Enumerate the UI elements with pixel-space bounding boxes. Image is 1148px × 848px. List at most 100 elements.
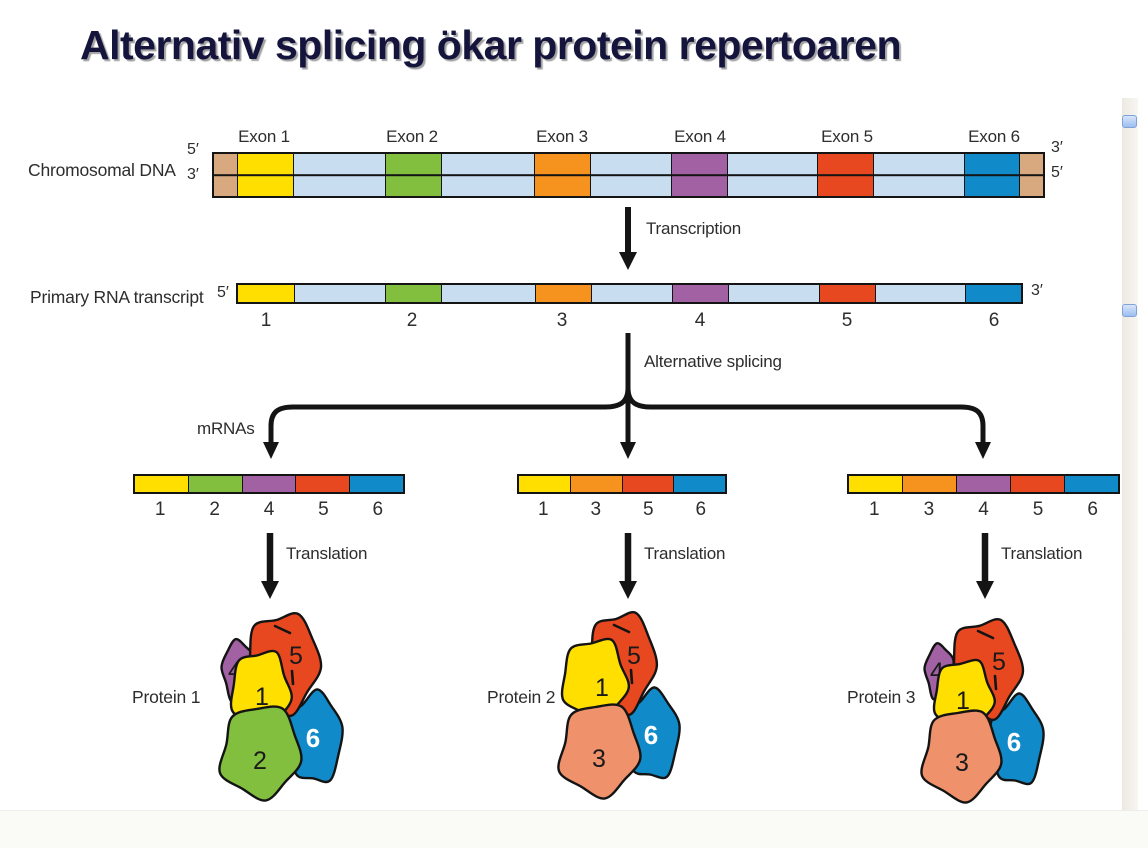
rna-intron (728, 285, 819, 302)
mrna2-num: 1 (537, 499, 549, 520)
exon-label-5: Exon 5 (821, 127, 873, 146)
translation-label-1: Translation (286, 544, 368, 563)
protein-domain-number: 5 (289, 642, 303, 670)
scrollbar-thumb-top[interactable] (1122, 115, 1137, 128)
translation-arrows (261, 533, 994, 599)
mrna1-num: 2 (209, 499, 220, 520)
mrna1-exon-2 (187, 476, 242, 492)
protein-domain-blob-3 (920, 709, 1003, 804)
mrna1-exon-6 (349, 476, 403, 492)
exon-label-1: Exon 1 (238, 127, 290, 146)
rna-exon-6 (964, 285, 1021, 302)
primary-three-prime: 3′ (1031, 282, 1043, 299)
protein-domain-number: 3 (592, 745, 606, 773)
mrna3-exon-1 (849, 476, 902, 492)
primary-exon-number: 4 (694, 310, 706, 331)
rna-exon-4 (672, 285, 729, 302)
domain-crease-mark (976, 629, 995, 640)
protein-domain-number: 1 (956, 687, 970, 715)
primary-transcript-label: Primary RNA transcript (30, 287, 204, 307)
dna-five-prime-right: 5′ (1051, 164, 1063, 181)
exon-label-4: Exon 4 (674, 127, 726, 146)
mrna1-num: 6 (372, 499, 384, 520)
chromosomal-dna-label: Chromosomal DNA (28, 160, 176, 180)
primary-exon-number: 1 (260, 310, 272, 331)
primary-exon-number: 5 (841, 310, 853, 331)
mrna-3-bar (847, 474, 1120, 494)
primary-exon-number: 6 (988, 310, 1000, 331)
protein-domain-number: 6 (644, 720, 658, 750)
mrna-1-bar (133, 474, 405, 494)
rna-intron (590, 285, 673, 302)
primary-transcript-bar (236, 283, 1023, 304)
mrna3-exon-6 (1064, 476, 1118, 492)
protein-domain-number: 5 (627, 642, 641, 670)
mrna1-exon-1 (135, 476, 188, 492)
mrna-1-numbers: 1 2 4 5 6 (133, 499, 405, 521)
dna-five-prime-left: 5′ (187, 141, 199, 158)
rna-exon-5 (818, 285, 875, 302)
mrna3-num: 1 (869, 499, 880, 520)
chromosomal-dna-bar (212, 152, 1045, 198)
mrna2-exon-1 (519, 476, 570, 492)
protein-3-label: Protein 3 (847, 687, 916, 707)
protein-domain-blob-3 (557, 703, 642, 800)
mrna3-num: 3 (923, 499, 935, 520)
mrna-2-bar (517, 474, 727, 494)
mrna3-exon-4 (956, 476, 1010, 492)
rna-exon-1 (238, 285, 294, 302)
mrna-2-numbers: 1 3 5 6 (517, 499, 727, 521)
mrna2-num: 6 (695, 499, 707, 520)
protein-domain-blob-6 (989, 692, 1045, 786)
domain-crease-mark (612, 623, 631, 634)
transcription-label: Transcription (646, 219, 742, 238)
protein-domain-number: 5 (992, 648, 1006, 676)
protein-1-structure: 46512 (218, 612, 344, 802)
exon-label-6: Exon 6 (968, 127, 1020, 146)
protein-domain-number: 6 (306, 723, 320, 753)
transcription-arrow (619, 207, 637, 270)
exon-label-3: Exon 3 (536, 127, 588, 146)
scrollbar-track (1122, 98, 1138, 812)
protein-1-label: Protein 1 (132, 687, 201, 707)
protein-domain-number: 1 (255, 683, 269, 711)
alternative-splicing-label: Alternative splicing (644, 352, 782, 371)
protein-domain-blob-2 (218, 705, 303, 802)
protein-2-label: Protein 2 (487, 687, 556, 707)
protein-domain-number: 2 (253, 747, 267, 775)
protein-domain-number: 6 (1007, 727, 1021, 757)
page-title: Alternativ splicing ökar protein reperto… (80, 22, 901, 68)
mrna1-exon-4 (241, 476, 296, 492)
protein-domain-number: 3 (955, 749, 969, 777)
dna-strand-divider (214, 174, 1043, 176)
rna-intron (293, 285, 386, 302)
mrna-3-numbers: 1 3 4 5 6 (847, 499, 1120, 521)
mrna1-exon-5 (295, 476, 350, 492)
mrna3-exon-5 (1010, 476, 1064, 492)
mrna3-exon-3 (902, 476, 956, 492)
scrollbar-thumb-middle[interactable] (1122, 304, 1137, 317)
translation-label-2: Translation (644, 544, 726, 563)
bottom-strip (0, 810, 1148, 848)
dna-three-prime-left: 3′ (187, 166, 199, 183)
exon-label-2: Exon 2 (386, 127, 438, 146)
mrna3-num: 6 (1087, 499, 1098, 520)
rna-exon-3 (534, 285, 591, 302)
mrna3-num: 4 (978, 499, 989, 520)
mrna2-exon-3 (569, 476, 622, 492)
domain-crease-mark (290, 669, 295, 686)
mrnas-label: mRNAs (197, 419, 255, 438)
mrna1-num: 4 (263, 499, 275, 520)
primary-exon-number: 3 (556, 310, 568, 331)
primary-exon-number: 2 (406, 310, 418, 331)
rna-exon-2 (385, 285, 442, 302)
domain-crease-mark (993, 674, 998, 691)
mrna1-num: 1 (154, 499, 166, 520)
domain-crease-mark (273, 624, 292, 635)
mrna1-num: 5 (318, 499, 329, 520)
splicing-bracket (263, 333, 991, 459)
mrna2-exon-5 (621, 476, 674, 492)
dna-three-prime-right: 3′ (1051, 139, 1063, 156)
